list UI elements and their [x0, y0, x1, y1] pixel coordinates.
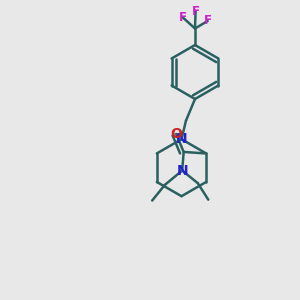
Text: F: F [204, 14, 212, 28]
Text: F: F [192, 4, 200, 18]
Text: N: N [176, 132, 187, 146]
Text: O: O [170, 127, 182, 141]
Text: N: N [176, 164, 188, 178]
Text: F: F [178, 11, 186, 24]
